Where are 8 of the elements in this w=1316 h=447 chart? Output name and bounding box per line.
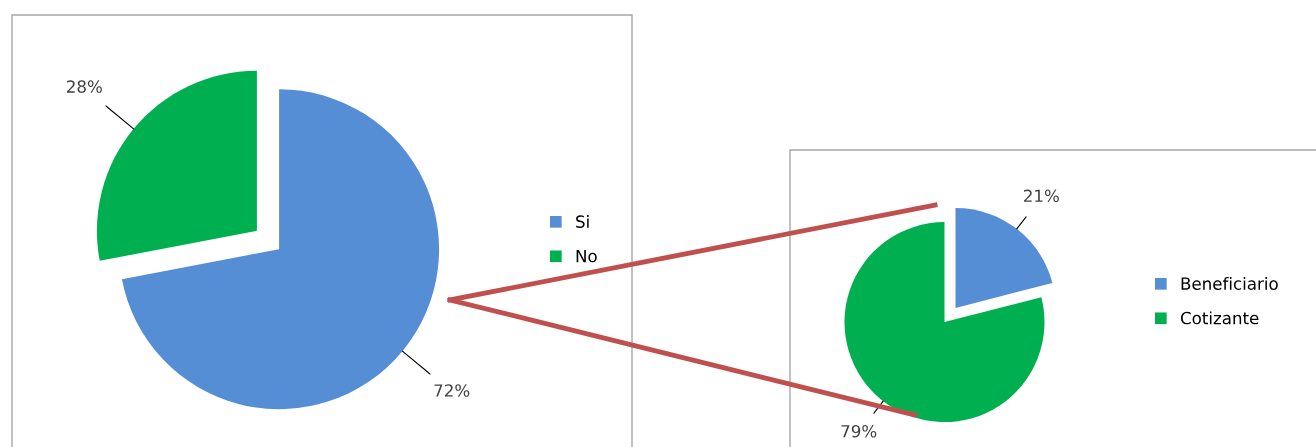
data-label: 79% bbox=[841, 424, 877, 438]
legend-label: No bbox=[576, 249, 597, 263]
legend-label: Si bbox=[576, 215, 589, 228]
legend-label: Cotizante bbox=[1180, 311, 1259, 325]
data-label: 28% bbox=[67, 80, 102, 93]
data-label: 21% bbox=[1024, 189, 1059, 203]
legend-label: Beneficiario bbox=[1181, 277, 1278, 290]
data-label: 72% bbox=[434, 384, 470, 397]
